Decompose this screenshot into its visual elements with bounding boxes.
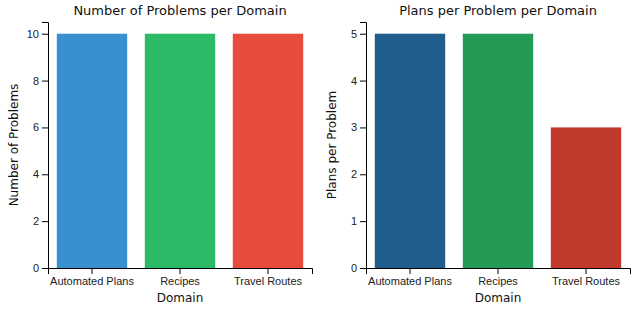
bar (233, 34, 303, 268)
x-tick: Travel Routes (552, 268, 621, 287)
x-tick: Recipes (160, 268, 200, 287)
x-tick-label: Automated Plans (50, 275, 134, 287)
y-tick: 1 (351, 215, 366, 227)
x-axis-title: Domain (157, 291, 204, 305)
y-tick: 0 (33, 262, 48, 274)
x-axis: Automated Plans Recipes Travel Routes (49, 268, 313, 287)
y-tick-mark (42, 127, 48, 128)
y-tick: 10 (27, 28, 48, 40)
y-tick-label: 10 (27, 28, 39, 40)
x-tick: Automated Plans (368, 268, 452, 287)
x-tick-label: Recipes (478, 275, 518, 287)
x-axis: Automated Plans Recipes Travel Routes (367, 268, 631, 287)
x-tick: Automated Plans (50, 268, 134, 287)
x-tick: Recipes (478, 268, 518, 287)
y-tick-mark (42, 174, 48, 175)
y-axis-title: Plans per Problem (325, 91, 339, 199)
y-axis-line (42, 23, 49, 269)
y-tick-mark (360, 127, 366, 128)
y-axis: 0 2 4 6 8 10 (27, 23, 49, 275)
y-tick-label: 0 (33, 262, 39, 274)
x-tick-mark (410, 268, 411, 274)
x-tick: Travel Routes (234, 268, 303, 287)
x-tick-mark (92, 268, 93, 274)
bar (551, 127, 621, 268)
y-tick-label: 1 (351, 215, 357, 227)
y-tick-label: 4 (351, 75, 357, 87)
y-tick-label: 6 (33, 121, 39, 133)
y-tick-label: 8 (33, 75, 39, 87)
y-tick-mark (360, 221, 366, 222)
y-axis-line (360, 23, 367, 269)
y-tick-label: 2 (33, 215, 39, 227)
figure: 0246810Automated PlansRecipesTravel Rout… (0, 0, 640, 310)
bars (57, 34, 303, 268)
y-tick: 0 (351, 262, 366, 274)
bars (375, 34, 621, 268)
y-tick-mark (360, 268, 366, 269)
y-tick-label: 4 (33, 168, 39, 180)
chart-title: Plans per Problem per Domain (399, 3, 597, 18)
x-tick-label: Recipes (160, 275, 200, 287)
y-tick-mark (42, 221, 48, 222)
y-axis: 0 1 2 3 4 5 (351, 23, 367, 275)
chart: 0 2 4 6 8 10 Automated Plans Recipes Travel Rout… (7, 3, 313, 305)
y-tick-mark (42, 34, 48, 35)
chart-title: Number of Problems per Domain (73, 3, 286, 18)
y-tick-mark (360, 174, 366, 175)
y-tick: 3 (351, 121, 366, 133)
y-tick-mark (360, 81, 366, 82)
x-axis-line (49, 269, 313, 275)
x-axis-line (367, 269, 631, 275)
y-tick: 6 (33, 121, 48, 133)
y-tick-label: 0 (351, 262, 357, 274)
x-tick-mark (498, 268, 499, 274)
x-tick-mark (268, 268, 269, 274)
bar (463, 34, 533, 268)
y-tick-mark (42, 268, 48, 269)
chart: 0 1 2 3 4 5 Automated Plans Recipes Travel Route… (325, 3, 631, 305)
bar (145, 34, 215, 268)
y-tick-label: 5 (351, 28, 357, 40)
y-tick-label: 3 (351, 121, 357, 133)
y-tick: 5 (351, 28, 366, 40)
y-tick: 4 (351, 75, 366, 87)
y-tick: 2 (33, 215, 48, 227)
x-tick-mark (586, 268, 587, 274)
bar (375, 34, 445, 268)
y-tick-mark (360, 34, 366, 35)
y-tick: 2 (351, 168, 366, 180)
x-tick-label: Travel Routes (552, 275, 621, 287)
x-tick-label: Travel Routes (234, 275, 303, 287)
y-tick-mark (42, 81, 48, 82)
y-tick-label: 2 (351, 168, 357, 180)
y-tick: 4 (33, 168, 48, 180)
x-tick-label: Automated Plans (368, 275, 452, 287)
y-tick: 8 (33, 75, 48, 87)
bar (57, 34, 127, 268)
x-axis-title: Domain (475, 291, 522, 305)
y-axis-title: Number of Problems (7, 84, 21, 207)
x-tick-mark (180, 268, 181, 274)
